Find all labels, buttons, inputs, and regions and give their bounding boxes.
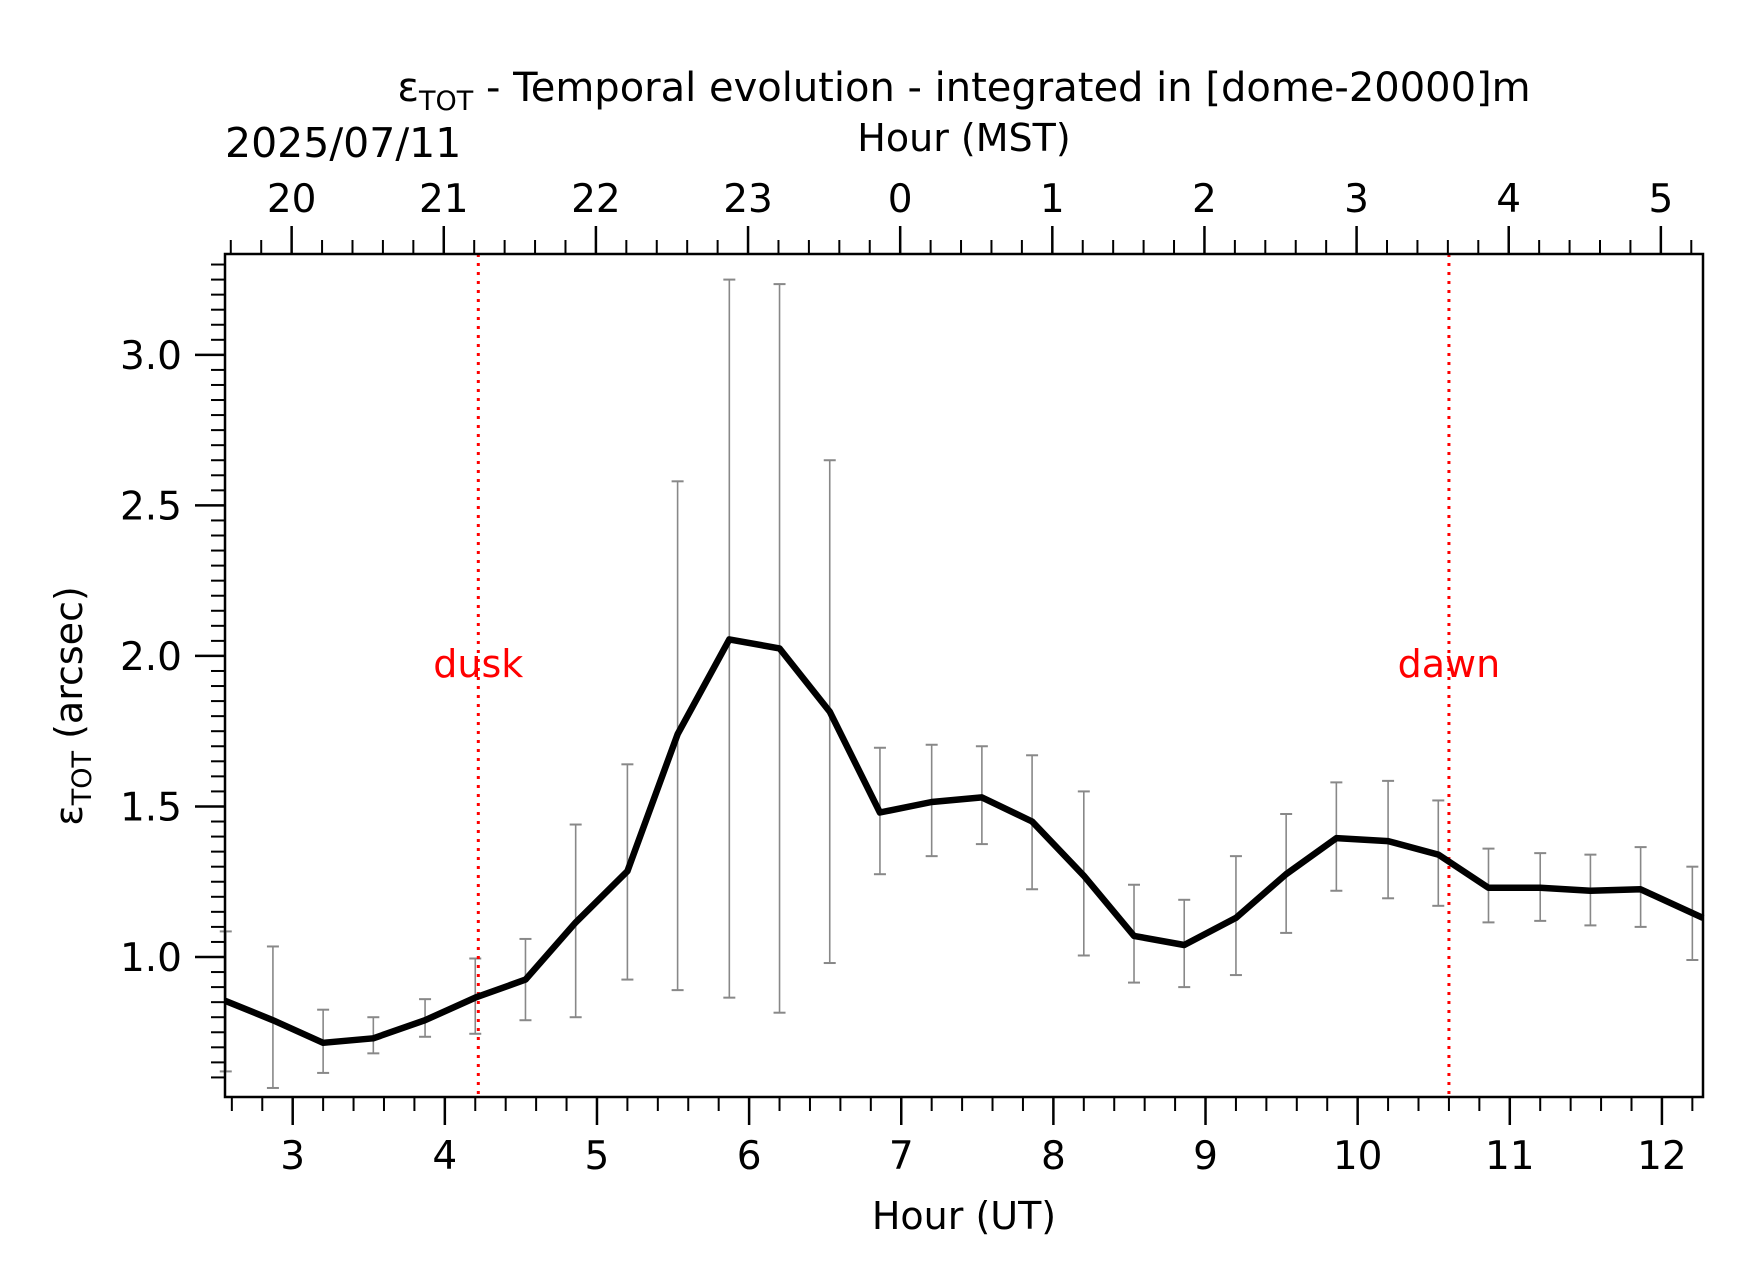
top-x-tick-label: 20 (267, 177, 317, 222)
y-tick-label: 2.5 (120, 484, 182, 529)
x-axis-title: Hour (UT) (872, 1194, 1056, 1238)
date-label: 2025/07/11 (225, 119, 461, 167)
top-x-tick-label: 23 (723, 177, 773, 222)
x-tick-label: 9 (1193, 1134, 1218, 1179)
x-tick-label: 3 (280, 1134, 305, 1179)
plot-frame (223, 252, 1705, 1099)
top-x-tick-label: 21 (419, 177, 469, 222)
dusk-label: dusk (433, 642, 523, 686)
x-tick-label: 11 (1485, 1134, 1535, 1179)
x-tick-label: 6 (737, 1134, 762, 1179)
dawn-label: dawn (1398, 642, 1501, 686)
top-x-tick-label: 4 (1496, 177, 1521, 222)
x-tick-label: 8 (1041, 1134, 1066, 1179)
top-axis-title: Hour (MST) (857, 116, 1070, 160)
y-tick-label: 1.0 (120, 936, 182, 981)
x-tick-label: 7 (889, 1134, 914, 1179)
chart-title: εTOT - Temporal evolution - integrated i… (397, 65, 1530, 117)
top-x-tick-label: 2 (1192, 177, 1217, 222)
top-x-tick-label: 22 (571, 177, 621, 222)
x-tick-label: 10 (1333, 1134, 1383, 1179)
y-tick-label: 2.0 (120, 635, 182, 680)
top-x-tick-label: 0 (888, 177, 913, 222)
y-tick-label: 1.5 (120, 785, 182, 830)
top-x-tick-label: 5 (1648, 177, 1673, 222)
x-tick-label: 4 (432, 1134, 457, 1179)
top-x-tick-label: 3 (1344, 177, 1369, 222)
x-tick-label: 5 (585, 1134, 610, 1179)
top-x-tick-label: 1 (1040, 177, 1065, 222)
y-axis-title: εTOT (arcsec) (47, 586, 98, 826)
x-tick-label: 12 (1637, 1134, 1687, 1179)
seeing-series-line (223, 636, 1705, 1047)
y-tick-label: 3.0 (120, 334, 182, 379)
